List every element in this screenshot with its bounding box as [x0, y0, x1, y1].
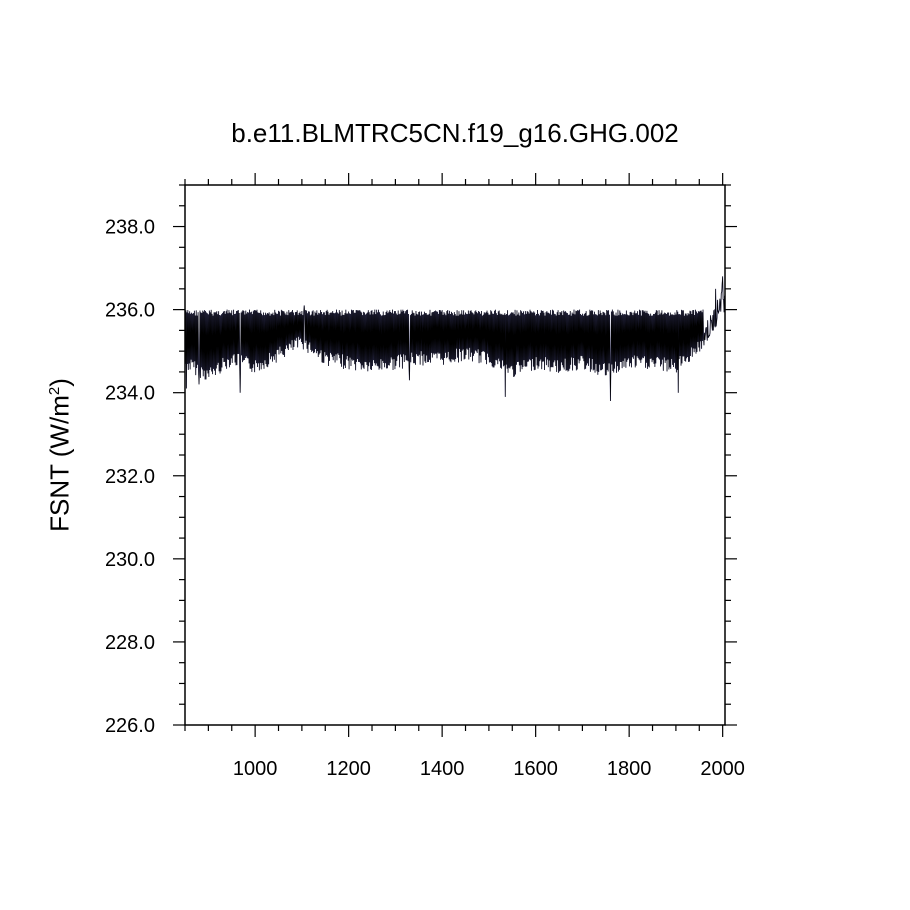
x-tick-label: 1400	[420, 758, 465, 780]
x-tick-label: 1600	[513, 758, 558, 780]
y-tick-label: 228.0	[105, 632, 155, 654]
plot-frame	[184, 184, 726, 726]
y-tick-label: 236.0	[105, 300, 155, 322]
y-tick-label: 234.0	[105, 383, 155, 405]
x-tick-label: 2000	[700, 758, 745, 780]
y-tick-label: 238.0	[105, 217, 155, 239]
axis-layer: 1000 1200 1400 1600 1800 2000 226.0 228.0 230.0 2…	[105, 173, 745, 780]
y-tick-label: 230.0	[105, 549, 155, 571]
y-tick-label: 232.0	[105, 466, 155, 488]
chart-title: b.e11.BLMTRC5CN.f19_g16.GHG.002	[231, 118, 679, 148]
y-tick-label: 226.0	[105, 715, 155, 737]
x-tick-label: 1800	[607, 758, 652, 780]
series-line	[184, 276, 726, 402]
x-tick-label: 1200	[326, 758, 371, 780]
series-layer	[184, 276, 726, 402]
x-tick-label: 1000	[233, 758, 278, 780]
